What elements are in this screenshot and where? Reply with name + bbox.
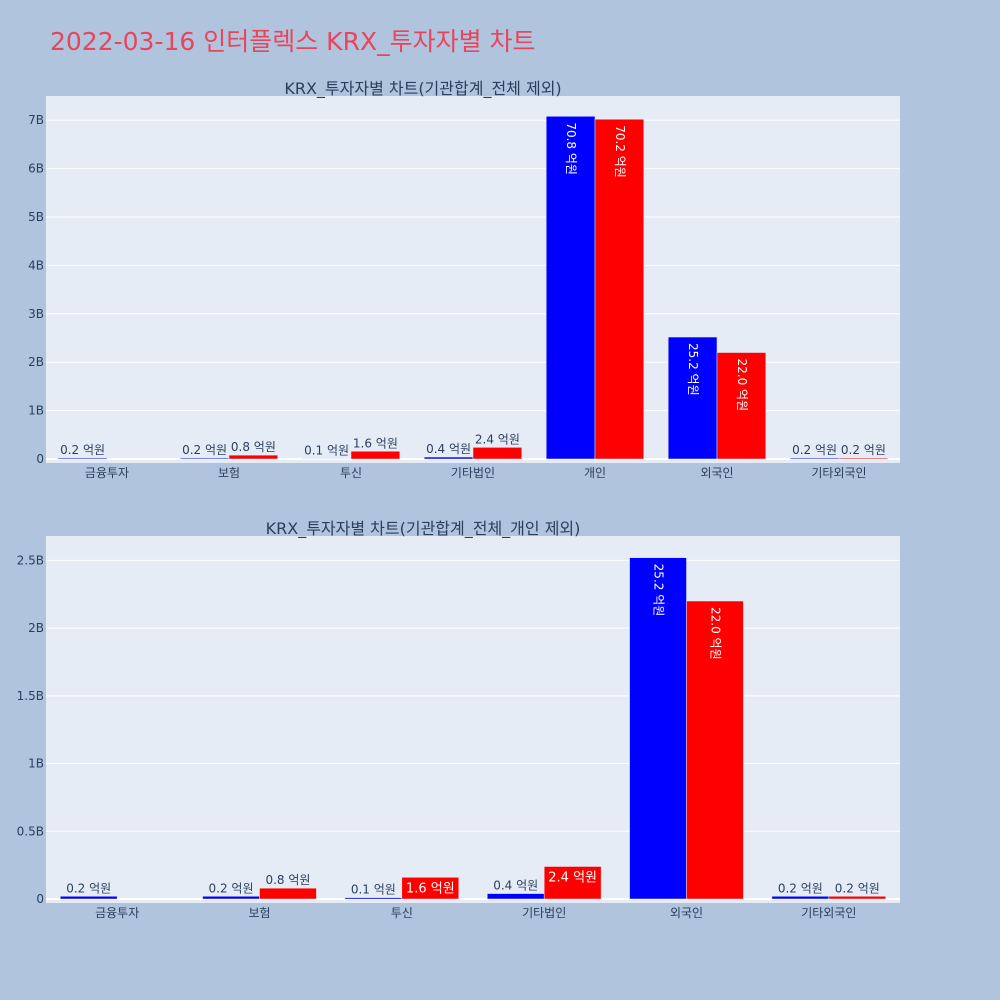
x-tick-label: 기타법인 [451, 466, 495, 480]
x-tick-label: 투신 [340, 466, 362, 480]
bar [716, 352, 767, 460]
x-tick-label: 보험 [218, 466, 240, 480]
bar [486, 893, 545, 900]
x-tick-label: 보험 [248, 906, 270, 920]
bar [545, 116, 596, 460]
y-tick-label: 2B [28, 621, 44, 635]
bar [594, 118, 645, 460]
x-tick-label: 개인 [584, 466, 606, 480]
y-tick-label: 7B [28, 113, 44, 127]
bar [344, 897, 403, 900]
x-tick-label: 외국인 [700, 466, 733, 480]
bar [401, 877, 460, 900]
bar [202, 896, 260, 900]
y-tick-label: 3B [28, 307, 44, 321]
chart-title: KRX_투자자별 차트(기관합계_전체_개인 제외) [266, 519, 581, 539]
bar [59, 896, 118, 900]
bar [828, 896, 887, 900]
data-label: 0.2 억원 [841, 443, 886, 457]
page-title: 2022-03-16 인터플렉스 KRX_투자자별 차트 [50, 27, 536, 56]
bar [543, 866, 602, 900]
data-label: 0.1 억원 [304, 444, 349, 458]
data-label: 22.0 억원 [708, 607, 722, 660]
x-tick-label: 기타법인 [522, 906, 566, 920]
chart-title: KRX_투자자별 차트(기관합계_전체 제외) [284, 79, 561, 99]
plot-area [46, 96, 900, 463]
data-label: 0.2 억원 [835, 881, 880, 895]
y-tick-label: 4B [28, 258, 44, 272]
y-tick-label: 2.5B [17, 553, 44, 567]
y-tick-label: 0 [36, 452, 44, 466]
y-tick-label: 0 [36, 892, 44, 906]
bar [472, 447, 523, 460]
y-tick-label: 1B [28, 757, 44, 771]
bar [57, 457, 108, 460]
data-label: 0.8 억원 [265, 873, 310, 887]
bar [350, 451, 401, 460]
bar [423, 456, 474, 460]
data-label: 25.2 억원 [686, 343, 700, 396]
y-tick-label: 1B [28, 404, 44, 418]
bar [629, 557, 687, 900]
data-label: 1.6 억원 [353, 436, 398, 450]
data-label: 2.4 억원 [548, 870, 597, 885]
data-label: 0.8 억원 [231, 440, 276, 454]
data-label: 1.6 억원 [406, 881, 455, 896]
bar [259, 887, 317, 900]
x-tick-label: 기타외국인 [801, 906, 856, 920]
plot-area [46, 536, 900, 903]
data-label: 70.2 억원 [613, 125, 627, 178]
data-label: 25.2 억원 [652, 564, 666, 617]
data-label: 22.0 억원 [735, 359, 749, 412]
y-tick-label: 1.5B [17, 689, 44, 703]
data-label: 0.2 억원 [66, 881, 111, 895]
x-tick-label: 금융투자 [85, 466, 129, 480]
y-tick-label: 5B [28, 210, 44, 224]
bar [667, 336, 718, 460]
bar [179, 457, 230, 460]
data-label: 0.4 억원 [493, 879, 538, 893]
data-label: 0.2 억원 [209, 881, 254, 895]
data-label: 0.1 억원 [351, 883, 396, 897]
data-label: 0.4 억원 [426, 442, 471, 456]
data-label: 0.2 억원 [60, 443, 105, 457]
bar [228, 454, 279, 460]
y-tick-label: 0.5B [17, 824, 44, 838]
y-tick-label: 6B [28, 162, 44, 176]
x-tick-label: 기타외국인 [811, 466, 866, 480]
x-tick-label: 금융투자 [95, 906, 139, 920]
bar [771, 896, 830, 900]
bar [686, 600, 744, 900]
x-tick-label: 외국인 [670, 906, 703, 920]
data-label: 0.2 억원 [792, 443, 837, 457]
data-label: 0.2 억원 [778, 881, 823, 895]
data-label: 70.8 억원 [564, 122, 578, 175]
bar [789, 457, 840, 460]
x-tick-label: 투신 [391, 906, 413, 920]
data-label: 0.2 억원 [182, 443, 227, 457]
data-label: 2.4 억원 [475, 432, 520, 446]
bar [838, 457, 889, 460]
y-tick-label: 2B [28, 355, 44, 369]
